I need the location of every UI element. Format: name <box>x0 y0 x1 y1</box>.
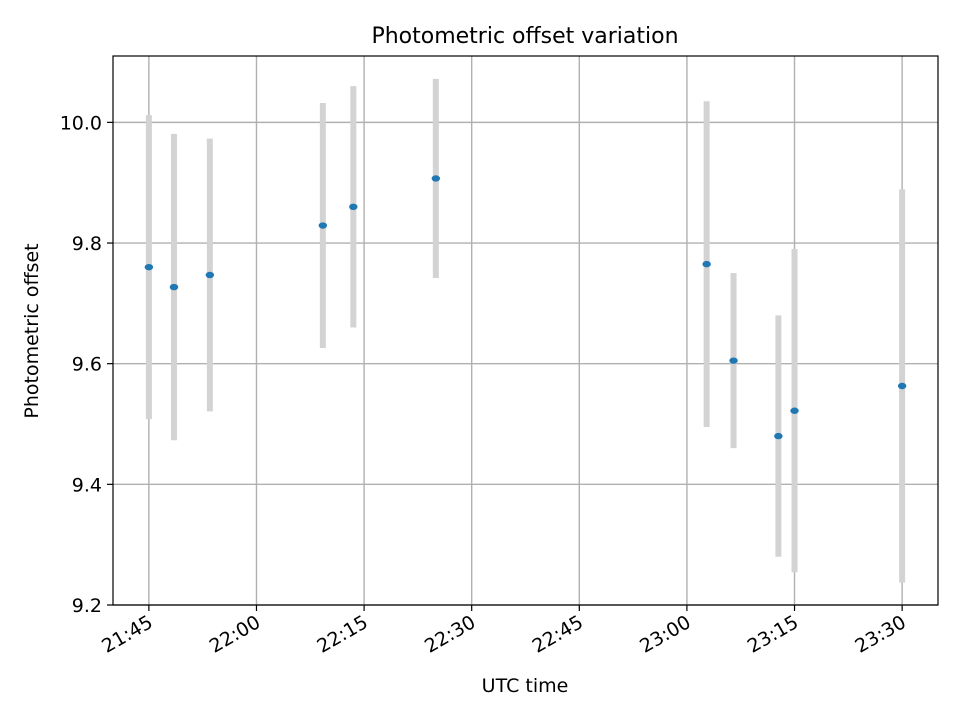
y-tick-label: 9.2 <box>72 595 102 617</box>
y-tick-label: 9.8 <box>72 233 102 255</box>
chart-title: Photometric offset variation <box>371 24 678 49</box>
data-point <box>349 203 358 211</box>
y-axis-label: Photometric offset <box>21 243 43 418</box>
data-point <box>790 407 799 414</box>
data-point <box>318 222 328 229</box>
plot-area <box>113 56 938 605</box>
data-point <box>169 283 179 291</box>
data-point <box>729 357 738 364</box>
x-axis-label: UTC time <box>482 675 569 697</box>
data-point <box>431 175 441 182</box>
data-point <box>205 271 215 279</box>
data-point <box>702 260 711 268</box>
data-point <box>144 263 154 271</box>
data-point <box>774 432 783 440</box>
y-tick-label: 9.6 <box>72 354 102 376</box>
data-points <box>144 175 907 440</box>
plot-frame <box>112 55 939 606</box>
y-tick-label: 10.0 <box>60 112 102 134</box>
y-tick-label: 9.4 <box>72 474 102 496</box>
data-point <box>897 382 907 390</box>
